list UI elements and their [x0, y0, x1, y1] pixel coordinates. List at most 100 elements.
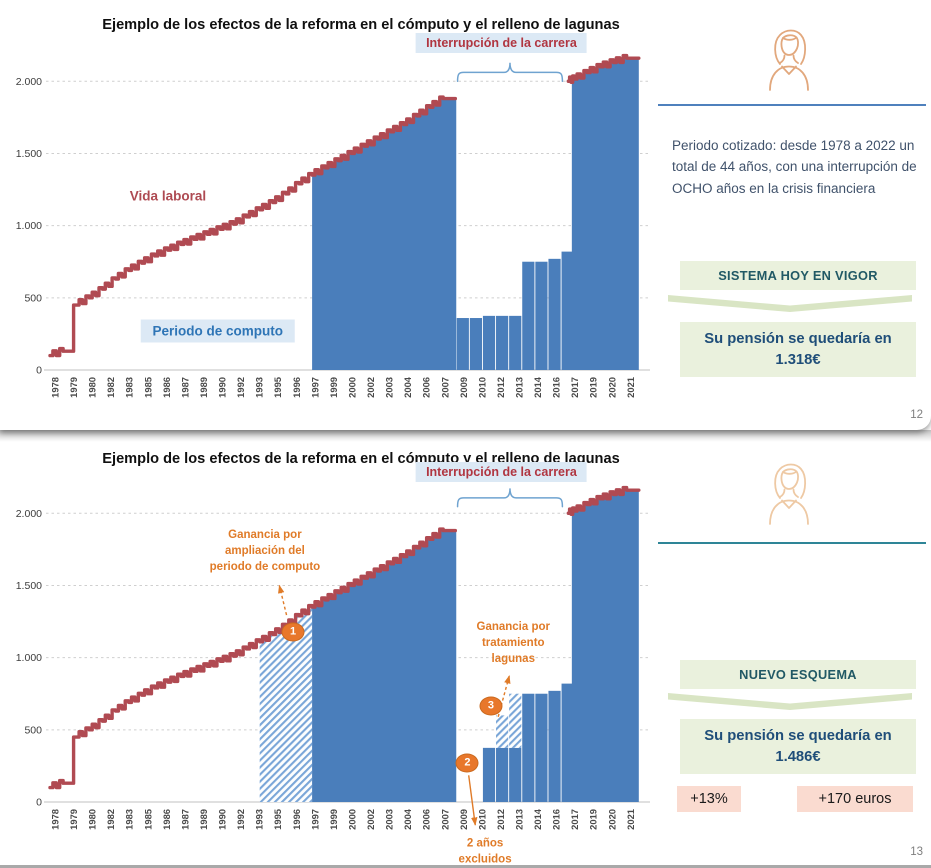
svg-text:2016: 2016 [551, 377, 562, 398]
svg-text:1.500: 1.500 [16, 148, 42, 160]
svg-text:1979: 1979 [68, 377, 79, 398]
svg-text:2007: 2007 [439, 377, 450, 398]
svg-text:1992: 1992 [235, 377, 246, 398]
chevron-down-shape [668, 693, 912, 710]
svg-text:1987: 1987 [179, 377, 190, 398]
chart-canvas: 0 500 1.000 1.500 2.000 1978 1979 1980 1982 1983 1… [16, 53, 650, 398]
svg-text:2016: 2016 [551, 809, 562, 830]
svg-text:1979: 1979 [68, 809, 79, 830]
svg-text:2010: 2010 [476, 809, 487, 830]
svg-text:2002: 2002 [365, 377, 376, 398]
svg-text:1986: 1986 [161, 809, 172, 830]
svg-text:2010: 2010 [476, 377, 487, 398]
svg-text:1996: 1996 [291, 809, 302, 830]
svg-text:2019: 2019 [588, 809, 599, 830]
pension-result-text: Su pensión se quedaría en [704, 728, 892, 744]
svg-text:2.000: 2.000 [16, 76, 42, 88]
slide-current-system: Ejemplo de los efectos de la reforma en … [0, 0, 931, 430]
svg-text:2020: 2020 [606, 377, 617, 398]
svg-text:1986: 1986 [161, 377, 172, 398]
svg-text:2002: 2002 [365, 809, 376, 830]
svg-text:1997: 1997 [309, 377, 320, 398]
svg-text:2004: 2004 [402, 376, 413, 398]
svg-text:1993: 1993 [254, 377, 265, 398]
svg-text:1997: 1997 [309, 809, 320, 830]
svg-text:1993: 1993 [254, 809, 265, 830]
gain-period-arrow [278, 584, 288, 616]
pension-chart-new-scheme: 0 500 1.000 1.500 2.000 1978 1979 1980 1982 1983 1… [0, 432, 660, 865]
svg-text:0: 0 [36, 797, 42, 809]
scheme-label: NUEVO ESQUEMA [680, 660, 916, 689]
scheme-label: SISTEMA HOY EN VIGOR [680, 261, 916, 290]
excluded-pointer [468, 775, 478, 826]
chart-canvas: 0 500 1.000 1.500 2.000 1978 1979 1980 1982 1983 1… [16, 485, 650, 830]
woman-profile-icon [769, 463, 809, 525]
svg-text:2019: 2019 [588, 377, 599, 398]
svg-text:2014: 2014 [532, 376, 543, 398]
svg-text:1.000: 1.000 [16, 652, 42, 664]
pension-chart-current-system: 0 500 1.000 1.500 2.000 1978 1979 1980 1982 1983 1… [0, 0, 660, 430]
svg-text:2007: 2007 [439, 809, 450, 830]
svg-text:1978: 1978 [50, 809, 61, 830]
svg-text:1995: 1995 [272, 809, 283, 830]
svg-text:2020: 2020 [606, 809, 617, 830]
svg-text:1987: 1987 [179, 809, 190, 830]
svg-text:1983: 1983 [124, 377, 135, 398]
svg-text:2013: 2013 [514, 377, 525, 398]
svg-text:1999: 1999 [328, 809, 339, 830]
svg-text:2000: 2000 [346, 377, 357, 398]
svg-text:2017: 2017 [569, 809, 580, 830]
svg-text:500: 500 [24, 292, 42, 304]
interruption-brace [456, 62, 564, 83]
step-marker-2: 2 [455, 753, 479, 773]
slide-bottom-edge [0, 865, 931, 868]
increase-percent-badge: +13% [677, 786, 741, 812]
page-number: 13 [910, 846, 923, 858]
svg-text:2003: 2003 [384, 377, 395, 398]
svg-text:2006: 2006 [421, 809, 432, 830]
svg-text:2021: 2021 [625, 809, 636, 830]
svg-text:1983: 1983 [124, 809, 135, 830]
svg-text:2006: 2006 [421, 377, 432, 398]
svg-text:2012: 2012 [495, 809, 506, 830]
svg-text:1990: 1990 [217, 809, 228, 830]
svg-text:1989: 1989 [198, 809, 209, 830]
svg-text:2012: 2012 [495, 377, 506, 398]
increase-euros-badge: +170 euros [797, 786, 913, 812]
svg-text:2014: 2014 [532, 808, 543, 830]
svg-text:500: 500 [24, 724, 42, 736]
step-marker-3: 3 [479, 696, 503, 716]
slide-top-shadow [0, 430, 931, 442]
svg-text:2000: 2000 [346, 809, 357, 830]
svg-text:1.500: 1.500 [16, 580, 42, 592]
svg-text:0: 0 [36, 365, 42, 377]
svg-text:2003: 2003 [384, 809, 395, 830]
svg-text:2017: 2017 [569, 377, 580, 398]
svg-text:1989: 1989 [198, 377, 209, 398]
page-title: Ejemplo de los efectos de la reforma en … [102, 16, 620, 33]
chevron-down-shape [668, 295, 912, 312]
sidebar-divider [658, 104, 926, 106]
svg-text:1982: 1982 [105, 809, 116, 830]
svg-text:1995: 1995 [272, 377, 283, 398]
svg-text:2.000: 2.000 [16, 508, 42, 520]
step-marker-1: 1 [281, 622, 305, 642]
pension-result-value: 1.486€ [775, 748, 821, 765]
slide-new-scheme: Ejemplo de los efectos de la reforma en … [0, 430, 931, 868]
pension-result-box: Su pensión se quedaría en 1.318€ [680, 322, 916, 378]
svg-text:2021: 2021 [625, 377, 636, 398]
svg-text:1980: 1980 [87, 377, 98, 398]
svg-text:2009: 2009 [458, 377, 469, 398]
sidebar-divider [658, 542, 926, 544]
contribution-summary: Periodo cotizado: desde 1978 a 2022 un t… [672, 137, 917, 196]
page-number: 12 [910, 409, 923, 421]
svg-text:1978: 1978 [50, 377, 61, 398]
svg-text:1.000: 1.000 [16, 220, 42, 232]
svg-text:1985: 1985 [142, 377, 153, 398]
svg-text:2004: 2004 [402, 808, 413, 830]
interruption-brace [456, 488, 564, 508]
svg-text:1990: 1990 [217, 377, 228, 398]
svg-text:2013: 2013 [514, 809, 525, 830]
svg-text:1982: 1982 [105, 377, 116, 398]
